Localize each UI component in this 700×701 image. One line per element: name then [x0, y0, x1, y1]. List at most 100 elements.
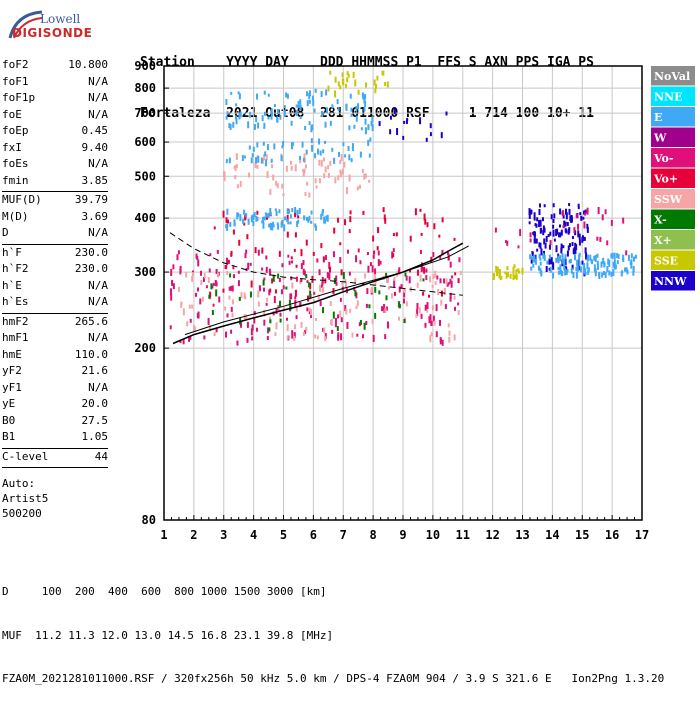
- echo-mark: [215, 328, 218, 333]
- echo-mark: [322, 307, 325, 314]
- echo-mark: [331, 147, 334, 152]
- legend-label: Vo+: [653, 173, 678, 186]
- electron-density-profile: [169, 232, 463, 296]
- echo-mark: [553, 213, 556, 219]
- param-value: N/A: [88, 226, 108, 239]
- echo-mark: [202, 276, 205, 282]
- echo-mark: [317, 294, 320, 300]
- echo-mark: [552, 262, 555, 270]
- echo-mark: [530, 266, 533, 271]
- echo-mark: [305, 164, 308, 169]
- echo-mark: [307, 217, 310, 223]
- echo-mark: [532, 231, 535, 235]
- echo-mark: [269, 188, 272, 195]
- echo-mark: [350, 113, 353, 117]
- echo-mark: [265, 302, 268, 306]
- echo-mark: [596, 263, 599, 271]
- echo-mark: [459, 270, 462, 275]
- echo-mark: [182, 339, 185, 345]
- echo-mark: [255, 157, 258, 164]
- echo-mark: [289, 160, 292, 165]
- echo-mark: [457, 310, 460, 316]
- echo-mark: [397, 269, 400, 275]
- echo-mark: [368, 179, 371, 183]
- echo-mark: [256, 216, 259, 221]
- echo-mark: [521, 267, 524, 275]
- echo-mark: [298, 155, 301, 160]
- echo-mark: [363, 173, 366, 180]
- echo-mark: [576, 259, 579, 266]
- echo-mark: [323, 157, 326, 162]
- echo-mark: [367, 265, 370, 273]
- echo-mark: [322, 149, 325, 154]
- echo-mark: [243, 222, 246, 226]
- echo-mark: [363, 322, 366, 330]
- echo-mark: [231, 285, 234, 292]
- echo-mark: [453, 237, 456, 241]
- echo-mark: [285, 92, 288, 98]
- echo-mark: [603, 261, 606, 268]
- echo-mark: [253, 123, 256, 130]
- echo-mark: [392, 233, 395, 237]
- echo-mark: [416, 269, 419, 276]
- echo-mark: [248, 145, 251, 150]
- echo-mark: [251, 336, 254, 341]
- echo-mark: [338, 151, 341, 157]
- echo-mark: [559, 255, 562, 262]
- echo-mark: [325, 107, 328, 114]
- echo-mark: [389, 129, 392, 135]
- echo-mark: [297, 219, 300, 224]
- echo-mark: [425, 137, 428, 142]
- logo-digisonde-text: DIGISONDE: [12, 26, 93, 40]
- echo-mark: [535, 238, 538, 244]
- param-value: 27.5: [81, 413, 109, 427]
- echo-mark: [577, 223, 580, 230]
- echo-mark: [387, 286, 390, 290]
- echo-mark: [290, 142, 293, 150]
- echo-mark: [625, 267, 628, 273]
- echo-mark: [528, 208, 531, 216]
- echo-mark: [310, 125, 313, 133]
- auto-scaling-info: 500200: [2, 507, 42, 520]
- echo-mark: [594, 254, 597, 262]
- echo-mark: [324, 332, 327, 339]
- param-value: N/A: [88, 331, 108, 344]
- echo-mark: [429, 314, 432, 321]
- echo-mark: [614, 263, 617, 270]
- logo-swoosh-icon: [8, 10, 43, 39]
- y-tick-label: 200: [134, 341, 156, 355]
- echo-mark: [393, 107, 396, 115]
- echo-mark: [326, 214, 329, 222]
- echo-mark: [565, 208, 568, 215]
- legend-label: X+: [654, 234, 672, 247]
- param-value: 265.6: [74, 314, 108, 328]
- echo-mark: [269, 222, 272, 230]
- echo-mark: [515, 272, 518, 278]
- echo-mark: [586, 207, 589, 215]
- echo-mark: [377, 259, 380, 267]
- echo-mark: [458, 257, 461, 263]
- echo-mark: [378, 121, 381, 127]
- echo-mark: [306, 280, 309, 284]
- param-value: 20.0: [81, 397, 109, 410]
- echo-mark: [596, 236, 599, 241]
- echo-mark: [613, 252, 616, 260]
- echo-mark: [252, 146, 255, 152]
- echo-mark: [606, 266, 609, 273]
- echo-mark: [568, 203, 571, 207]
- y-tick-label: 600: [134, 135, 156, 149]
- echo-mark: [379, 260, 382, 265]
- echo-mark: [405, 301, 408, 307]
- echo-mark: [622, 254, 625, 261]
- legend-swatch: [651, 209, 695, 229]
- param-value: N/A: [88, 91, 108, 104]
- echo-mark: [384, 307, 387, 313]
- echo-mark: [207, 317, 210, 325]
- echo-mark: [583, 267, 586, 274]
- echo-mark: [561, 272, 564, 277]
- echo-mark: [584, 247, 587, 254]
- echo-mark: [353, 124, 356, 129]
- echo-mark: [390, 293, 393, 299]
- echo-mark: [607, 258, 610, 265]
- echo-mark: [321, 281, 324, 286]
